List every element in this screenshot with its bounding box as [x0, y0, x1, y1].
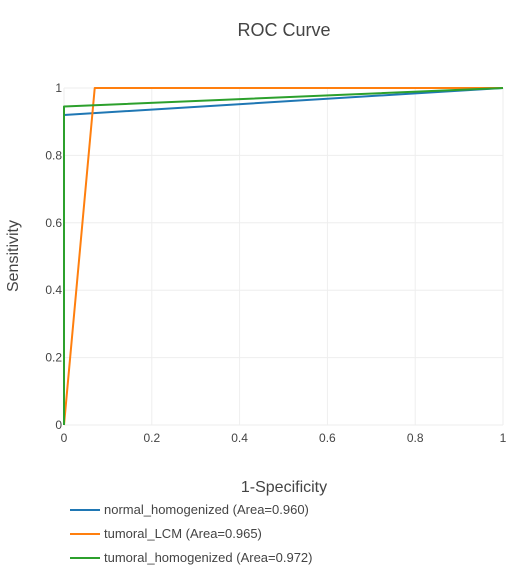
x-axis-title: 1-Specificity	[241, 479, 327, 496]
x-tick-label: 0.8	[407, 431, 424, 445]
legend[interactable]: normal_homogenized (Area=0.960) tumoral_L…	[70, 502, 313, 565]
legend-label: tumoral_LCM (Area=0.965)	[104, 526, 262, 541]
series-line-0	[63, 87, 504, 425]
x-tick-label: 0.6	[319, 431, 336, 445]
y-tick-label: 0.6	[45, 216, 62, 230]
chart-title: ROC Curve	[237, 20, 330, 40]
legend-label: tumoral_homogenized (Area=0.972)	[104, 550, 313, 565]
y-tick-label: 1	[55, 81, 62, 95]
series-layer	[63, 87, 504, 426]
y-tick-label: 0.2	[45, 351, 62, 365]
legend-item-0[interactable]: normal_homogenized (Area=0.960)	[70, 502, 309, 517]
legend-item-1[interactable]: tumoral_LCM (Area=0.965)	[70, 526, 262, 541]
legend-item-2[interactable]: tumoral_homogenized (Area=0.972)	[70, 550, 313, 565]
y-tick-label: 0	[55, 418, 62, 432]
x-tick-label: 0.4	[231, 431, 248, 445]
x-tick-label: 0.2	[143, 431, 160, 445]
tick-labels: 0 0.2 0.4 0.6 0.8 1 0 0.2 0.4 0.6 0.8 1	[45, 81, 506, 445]
grid	[63, 87, 504, 426]
series-line-1	[63, 87, 503, 426]
series-line-2	[63, 87, 504, 425]
y-tick-label: 0.4	[45, 283, 62, 297]
x-tick-label: 0	[61, 431, 68, 445]
y-axis-title: Sensitivity	[5, 220, 22, 292]
y-tick-label: 0.8	[45, 148, 62, 162]
legend-label: normal_homogenized (Area=0.960)	[104, 502, 309, 517]
x-tick-label: 1	[500, 431, 507, 445]
